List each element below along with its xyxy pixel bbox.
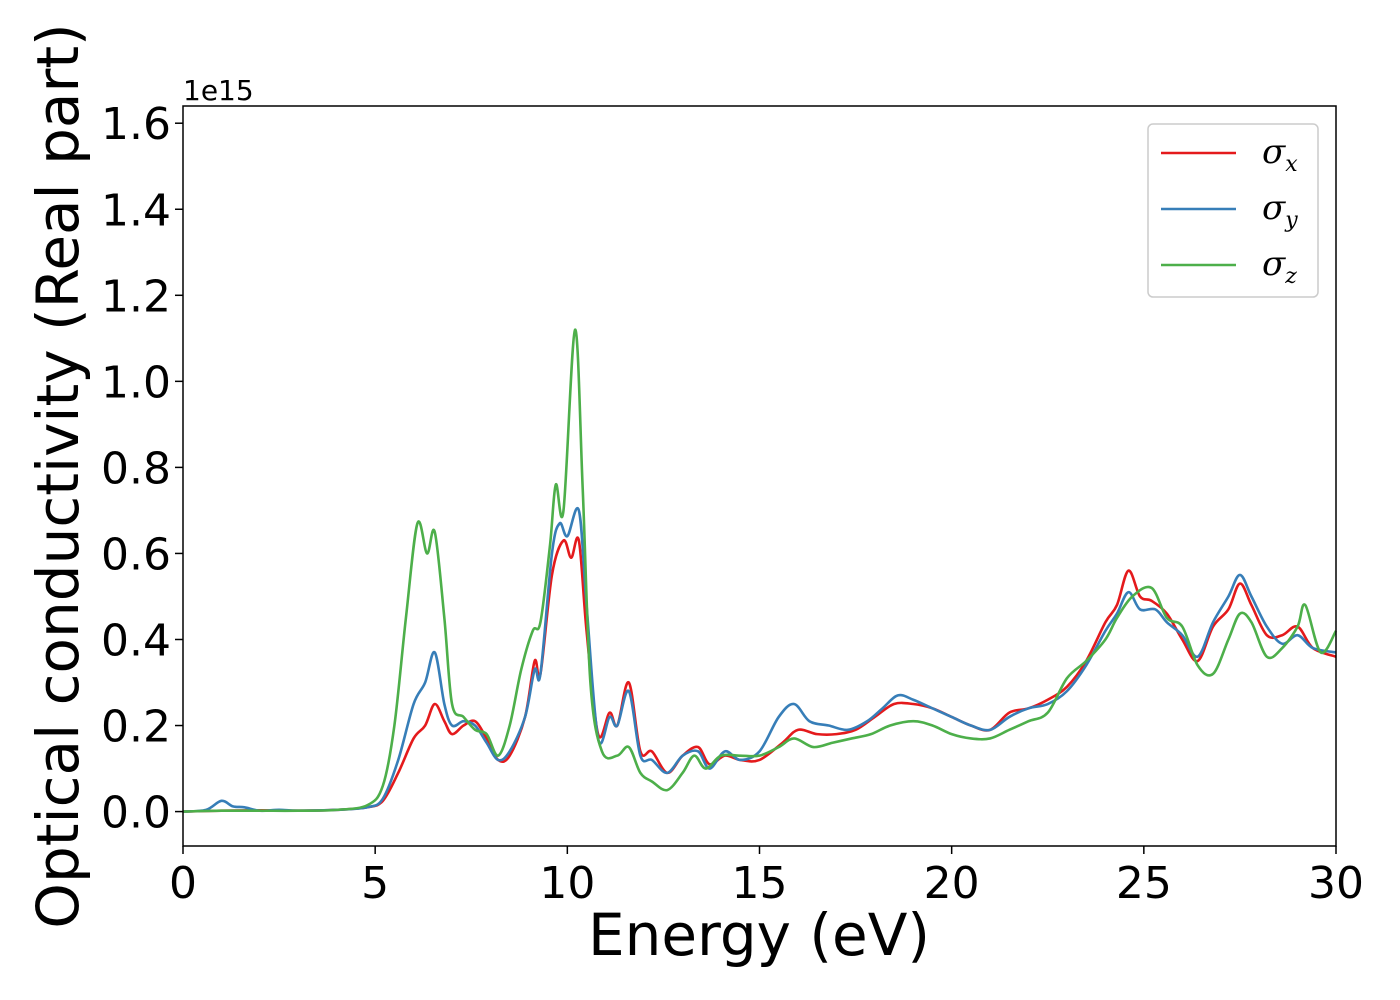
legend-label-y: σy bbox=[1262, 188, 1298, 233]
series-line-z bbox=[182, 328, 1338, 813]
y-tick-label: 0.6 bbox=[101, 529, 171, 580]
y-tick-label: 1.0 bbox=[101, 357, 171, 408]
x-tick-label: 10 bbox=[539, 858, 595, 909]
y-tick-label: 1.2 bbox=[101, 271, 171, 322]
legend-label-z: σz bbox=[1262, 244, 1297, 289]
y-tick-label: 0.2 bbox=[101, 702, 171, 753]
legend-label-x: σx bbox=[1262, 132, 1298, 177]
y-axis-title: Optical conductivity (Real part) bbox=[24, 23, 92, 928]
x-tick-label: 30 bbox=[1308, 858, 1364, 909]
series-line-y bbox=[182, 506, 1337, 813]
x-tick-label: 25 bbox=[1116, 858, 1172, 909]
x-axis-title: Energy (eV) bbox=[588, 901, 930, 969]
plot-area bbox=[183, 106, 1336, 846]
x-tick-label: 15 bbox=[732, 858, 788, 909]
legend: σx σy σz bbox=[1147, 123, 1319, 298]
legend-box bbox=[1147, 123, 1319, 298]
y-tick-label: 0.4 bbox=[101, 615, 171, 666]
y-offset-label: 1e15 bbox=[183, 74, 254, 107]
y-tick-label: 0.0 bbox=[101, 788, 171, 839]
y-tick-label: 1.4 bbox=[101, 185, 171, 236]
series-layer bbox=[182, 328, 1338, 813]
x-axis-ticks: 0 5 10 15 20 25 30 bbox=[169, 846, 1364, 909]
y-tick-label: 0.8 bbox=[101, 443, 171, 494]
x-tick-label: 5 bbox=[361, 858, 389, 909]
y-axis-ticks: 0.0 0.2 0.4 0.6 0.8 1.0 1.2 1.4 1.6 bbox=[101, 99, 183, 839]
x-tick-label: 0 bbox=[169, 858, 197, 909]
x-tick-label: 20 bbox=[924, 858, 980, 909]
y-tick-label: 1.6 bbox=[101, 99, 171, 150]
